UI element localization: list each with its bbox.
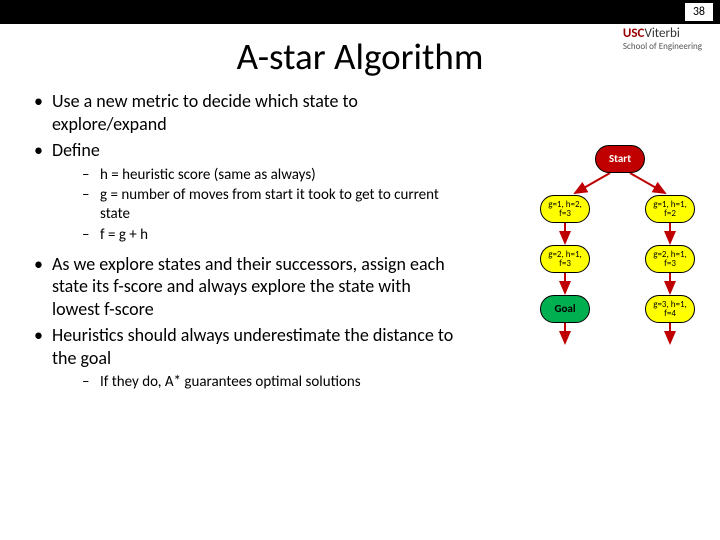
bullet-1: Use a new metric to decide which state t…: [30, 90, 460, 135]
page-number: 38: [684, 2, 714, 22]
header-bar: [0, 0, 720, 24]
tree-edge-0: [575, 173, 610, 193]
tree-node-goal: Goal: [540, 295, 590, 323]
tree-node-n5: g=3, h=1,f=4: [645, 295, 695, 323]
bullet-4a: If they do, A* guarantees optimal soluti…: [82, 373, 460, 392]
bullet-4: Heuristics should always underestimate t…: [30, 324, 460, 392]
bullet-2-text: Define: [52, 139, 100, 161]
bullet-2b: g = number of moves from start it took t…: [82, 186, 460, 224]
tree-node-n2: g=1, h=1,f=2: [645, 195, 695, 223]
astar-tree-diagram: Startg=1, h=2,f=3 g=1, h=1,f=2 g=2, h=1,f=…: [480, 145, 710, 395]
tree-edge-1: [630, 173, 665, 193]
bullet-2a: h = heuristic score (same as always): [82, 166, 460, 185]
tree-node-n1: g=1, h=2,f=3: [540, 195, 590, 223]
tree-node-n3: g=2, h=1,f=3: [540, 245, 590, 273]
slide-title: A-star Algorithm: [0, 34, 720, 79]
tree-node-n4: g=2, h=1,f=3: [645, 245, 695, 273]
bullet-2c: f = g + h: [82, 226, 460, 245]
slide-body: Use a new metric to decide which state t…: [30, 90, 460, 400]
tree-node-start: Start: [595, 145, 645, 173]
bullet-3: As we explore states and their successor…: [30, 253, 460, 321]
bullet-2: Define h = heuristic score (same as alwa…: [30, 139, 460, 245]
bullet-4-text: Heuristics should always underestimate t…: [52, 324, 453, 369]
